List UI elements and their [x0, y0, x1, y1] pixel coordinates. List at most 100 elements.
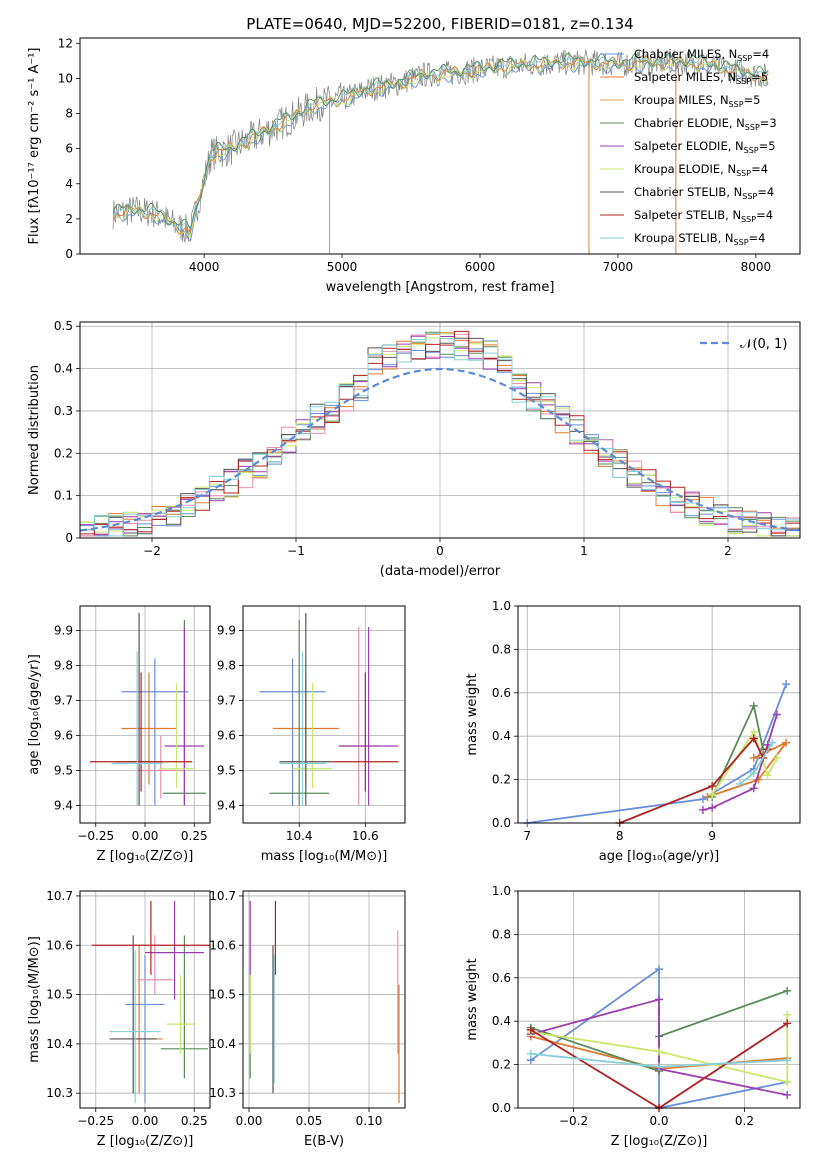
- y-axis-label: Flux [fλ10⁻¹⁷ erg cm⁻² s⁻¹ A⁻¹]: [27, 48, 42, 245]
- error-bars: [259, 613, 399, 806]
- weight-marker: [698, 795, 707, 804]
- x-tick-label: 8: [616, 829, 624, 843]
- y-tick-label: 0.6: [492, 971, 511, 985]
- legend-label: Salpeter MILES, NSSP=5: [634, 70, 768, 86]
- y-tick-label: 1.0: [492, 599, 511, 613]
- weight-marker: [783, 1010, 792, 1019]
- y-tick-label: 6: [65, 142, 73, 156]
- weight-marker: [783, 1019, 792, 1028]
- y-tick-label: 0: [65, 247, 73, 261]
- legend-label: Salpeter STELIB, NSSP=4: [634, 208, 773, 224]
- normal-curve: [80, 367, 800, 532]
- y-tick-label: 2: [65, 212, 73, 226]
- x-tick-label: 7: [523, 829, 531, 843]
- weight-line: [707, 741, 787, 798]
- age-vs-metallicity-panel: −0.25 0.00 0.25 9.4 9.5 9.6 9.7 9.8 9.9 Z [log₁₀(…: [27, 605, 211, 864]
- mass-vs-ebv-panel: 0.00 0.05 0.10 10.3 10.4 10.5 10.6 10.7 E(B-V): [209, 889, 406, 1149]
- x-tick-label: 0.00: [236, 1114, 263, 1128]
- model-spectrum: [112, 52, 769, 230]
- weight-marker: [708, 782, 717, 791]
- axes-frame: [79, 890, 211, 1109]
- y-tick-label: 10.7: [209, 889, 236, 903]
- x-tick-label: 10.4: [286, 829, 313, 843]
- x-tick-label: −1: [287, 544, 305, 558]
- weight-marker: [735, 779, 744, 788]
- weight-marker: [526, 1025, 535, 1034]
- y-tick-label: 9.5: [54, 764, 73, 778]
- axes-frame: [517, 890, 801, 1109]
- y-tick-label: 0.1: [54, 489, 73, 503]
- x-axis-label: Z [log₁₀(Z/Z⊙)]: [611, 1134, 708, 1149]
- weight-marker: [783, 1056, 792, 1065]
- weight-line: [530, 1014, 789, 1084]
- y-tick-label: 0.4: [54, 362, 73, 376]
- weight-marker: [749, 701, 758, 710]
- residual-histogram: [80, 330, 800, 535]
- weight-marker: [655, 965, 663, 974]
- y-tick-label: 9.9: [54, 624, 73, 638]
- y-tick-label: 0.6: [492, 686, 511, 700]
- weight-marker: [782, 680, 791, 689]
- legend-label: Kroupa STELIB, NSSP=4: [634, 231, 765, 247]
- x-tick-label: 1: [580, 544, 588, 558]
- residual-histogram: [80, 332, 800, 537]
- axes-frame: [242, 605, 406, 824]
- x-tick-label: 0.10: [356, 1114, 383, 1128]
- x-tick-label: 6000: [465, 260, 496, 274]
- spectrum-panel: 4000 5000 6000 7000 8000 0 2 4 6 8 10 12 wavelength …: [27, 36, 801, 295]
- y-tick-label: 0.2: [54, 446, 73, 460]
- weight-marker: [783, 986, 792, 995]
- model-spectrum: [112, 56, 769, 238]
- x-axis-label: Z [log₁₀(Z/Z⊙)]: [97, 1134, 194, 1149]
- x-axis-label: mass [log₁₀(M/M⊙)]: [261, 849, 388, 864]
- legend-label: Kroupa MILES, NSSP=5: [634, 93, 760, 109]
- x-axis-label: E(B-V): [304, 1134, 344, 1149]
- error-bars: [249, 900, 400, 1104]
- x-tick-label: 0.0: [649, 1114, 668, 1128]
- error-bars: [89, 613, 207, 806]
- spectrum-lines: [112, 48, 769, 254]
- x-axis-label: wavelength [Angstrom, rest frame]: [326, 280, 555, 295]
- error-bars: [91, 900, 210, 1104]
- x-axis-label: age [log₁₀(age/yr)]: [599, 849, 720, 864]
- y-tick-label: 9.4: [54, 799, 73, 813]
- axes-frame: [242, 890, 406, 1109]
- y-tick-label: 9.6: [217, 729, 236, 743]
- x-axis-label: (data-model)/error: [380, 564, 501, 579]
- y-tick-label: 10.6: [209, 938, 236, 952]
- weight-marker: [655, 1047, 663, 1056]
- y-tick-label: 0.2: [492, 773, 511, 787]
- x-tick-label: −0.2: [559, 1114, 588, 1128]
- weight-marker: [782, 738, 791, 747]
- x-tick-label: 0.00: [132, 1114, 159, 1128]
- weight-lines: [526, 965, 792, 1112]
- spectrum-title: PLATE=0640, MJD=52200, FIBERID=0181, z=0…: [246, 15, 633, 33]
- axes-frame: [79, 605, 211, 824]
- x-tick-label: 2: [724, 544, 732, 558]
- y-tick-label: 0.0: [492, 816, 511, 830]
- weight-vs-metallicity-panel: −0.2 0.0 0.2 0.0 0.2 0.4 0.6 0.8 1.0 Z [log₁₀(Z/Z…: [465, 884, 801, 1149]
- legend-label: Salpeter ELODIE, NSSP=5: [634, 139, 776, 155]
- y-tick-label: 0.4: [492, 1014, 511, 1028]
- x-tick-label: 5000: [327, 260, 358, 274]
- weight-marker: [698, 805, 707, 814]
- y-tick-label: 0.2: [492, 1058, 511, 1072]
- weight-marker: [768, 738, 777, 747]
- y-tick-label: 9.8: [217, 659, 236, 673]
- weight-vs-age-panel: 7 8 9 0.0 0.2 0.4 0.6 0.8 1.0 age [log₁₀(age/yr)]…: [465, 599, 801, 864]
- model-spectrum: [112, 55, 769, 235]
- x-tick-label: 4000: [189, 260, 220, 274]
- weight-marker: [655, 1062, 663, 1071]
- weight-marker: [772, 753, 781, 762]
- x-tick-label: 10.6: [352, 829, 379, 843]
- y-tick-label: 8: [65, 107, 73, 121]
- y-tick-label: 0: [65, 531, 73, 545]
- x-tick-label: 8000: [741, 260, 772, 274]
- weight-marker: [526, 1049, 535, 1058]
- y-axis-label: Normed distribution: [27, 365, 42, 495]
- y-tick-label: 10.5: [46, 988, 73, 1002]
- x-tick-label: 0.2: [735, 1114, 754, 1128]
- legend-label: Kroupa ELODIE, NSSP=4: [634, 162, 768, 178]
- y-axis-label: age [log₁₀(age/yr)]: [27, 654, 42, 775]
- weight-marker: [749, 753, 758, 762]
